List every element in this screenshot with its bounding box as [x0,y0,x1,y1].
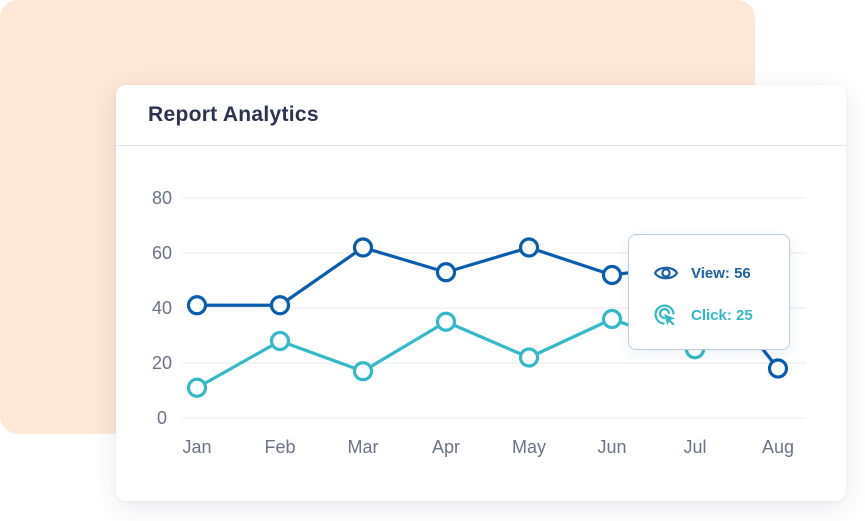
x-tick-label: Aug [762,437,794,457]
line-chart: 0 20 40 60 80 Jan Feb Mar Apr May Jun Jul Aug [152,188,806,457]
data-point[interactable] [518,237,540,258]
x-tick-label: Jul [683,437,706,457]
y-tick-label: 60 [152,243,172,263]
tooltip-clicks-row: Click: 25 [653,303,753,327]
data-point[interactable] [767,358,789,379]
eye-icon [653,266,679,280]
data-point[interactable] [518,347,540,368]
cursor-click-icon [654,304,675,326]
y-axis: 0 20 40 60 80 [152,188,172,428]
y-tick-label: 20 [152,353,172,373]
y-tick-label: 80 [152,188,172,208]
data-point[interactable] [186,377,208,398]
data-point[interactable] [269,295,291,316]
data-point[interactable] [601,308,623,330]
data-point[interactable] [269,330,291,352]
tooltip-views-row: View: 56 [653,261,751,285]
y-tick-label: 40 [152,298,172,318]
data-tooltip: View: 56 Click: 25 [628,234,790,350]
x-axis: Jan Feb Mar Apr May Jun Jul Aug [182,437,794,457]
data-point[interactable] [186,295,208,316]
card-title: Report Analytics [148,103,319,126]
y-tick-label: 0 [157,408,167,428]
data-point[interactable] [352,361,374,382]
x-tick-label: Feb [264,437,295,457]
x-tick-label: Jun [597,437,626,457]
data-point[interactable] [435,311,457,332]
x-tick-label: Jan [182,437,211,457]
x-tick-label: Apr [432,437,460,457]
x-tick-label: Mar [348,437,379,457]
tooltip-clicks-value: Click: 25 [691,306,753,324]
x-tick-label: May [512,437,546,457]
data-point[interactable] [435,262,457,283]
tooltip-views-value: View: 56 [691,264,751,282]
data-point[interactable] [352,237,374,258]
data-point[interactable] [601,264,623,286]
card-header: Report Analytics [116,85,846,146]
